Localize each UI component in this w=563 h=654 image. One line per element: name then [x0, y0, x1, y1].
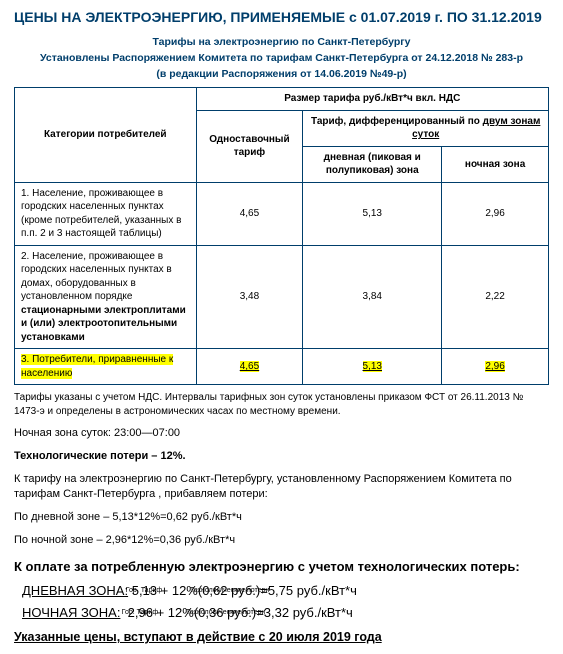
loss-night: По ночной зоне – 2,96*12%=0,36 руб./кВт*… — [14, 533, 549, 548]
row3-v3: 2,96 — [442, 349, 549, 385]
th-day: дневная (пиковая и полупиковая) зона — [303, 146, 442, 182]
row3-cat: 3. Потребители, приравненные к населению — [15, 349, 197, 385]
th-single: Одноставочный тариф — [196, 110, 303, 182]
note-night: Ночная зона суток: 23:00—07:00 — [14, 426, 549, 441]
tariff-table: Категории потребителей Размер тарифа руб… — [14, 87, 549, 385]
table-row: 1. Население, проживающее в городских на… — [15, 182, 549, 245]
table-row: 3. Потребители, приравненные к населению… — [15, 349, 549, 385]
row2-v1: 3,48 — [196, 245, 303, 349]
row3-v2: 5,13 — [303, 349, 442, 385]
row2-cat: 2. Население, проживающее в городских на… — [15, 245, 197, 349]
loss-title: Технологические потери – 12%. — [14, 449, 549, 464]
subtitle-1: Тарифы на электроэнергию по Санкт-Петерб… — [14, 35, 549, 49]
row1-cat: 1. Население, проживающее в городских на… — [15, 182, 197, 245]
night-formula: НОЧНАЯ ЗОНА: Гор. Тариф2,96 + 12%Техноло… — [22, 604, 549, 622]
th-size: Размер тарифа руб./кВт*ч вкл. НДС — [196, 88, 548, 111]
th-category: Категории потребителей — [15, 88, 197, 183]
row1-v3: 2,96 — [442, 182, 549, 245]
loss-paragraph: К тарифу на электроэнергию по Санкт-Пете… — [14, 472, 549, 502]
th-diff: Тариф, дифференцированный по двум зонам … — [303, 110, 549, 146]
row1-v1: 4,65 — [196, 182, 303, 245]
page-title: ЦЕНЫ НА ЭЛЕКТРОЭНЕРГИЮ, ПРИМЕНЯЕМЫЕ с 01… — [14, 8, 549, 27]
row2-v2: 3,84 — [303, 245, 442, 349]
th-night: ночная зона — [442, 146, 549, 182]
final-note: Указанные цены, вступают в действие с 20… — [14, 629, 549, 646]
subtitle-2: Установлены Распоряжением Комитета по та… — [14, 51, 549, 65]
pay-title: К оплате за потребленную электроэнергию … — [14, 557, 549, 578]
day-formula: ДНЕВНАЯ ЗОНА: Гор. Тариф5,13 + 12%Технол… — [22, 582, 549, 600]
row1-v2: 5,13 — [303, 182, 442, 245]
table-row: 2. Население, проживающее в городских на… — [15, 245, 549, 349]
row2-v3: 2,22 — [442, 245, 549, 349]
loss-day: По дневной зоне – 5,13*12%=0,62 руб./кВт… — [14, 510, 549, 525]
row3-v1: 4,65 — [196, 349, 303, 385]
note-tariff: Тарифы указаны с учетом НДС. Интервалы т… — [14, 391, 549, 418]
subtitle-3: (в редакции Распоряжения от 14.06.2019 №… — [14, 67, 549, 81]
